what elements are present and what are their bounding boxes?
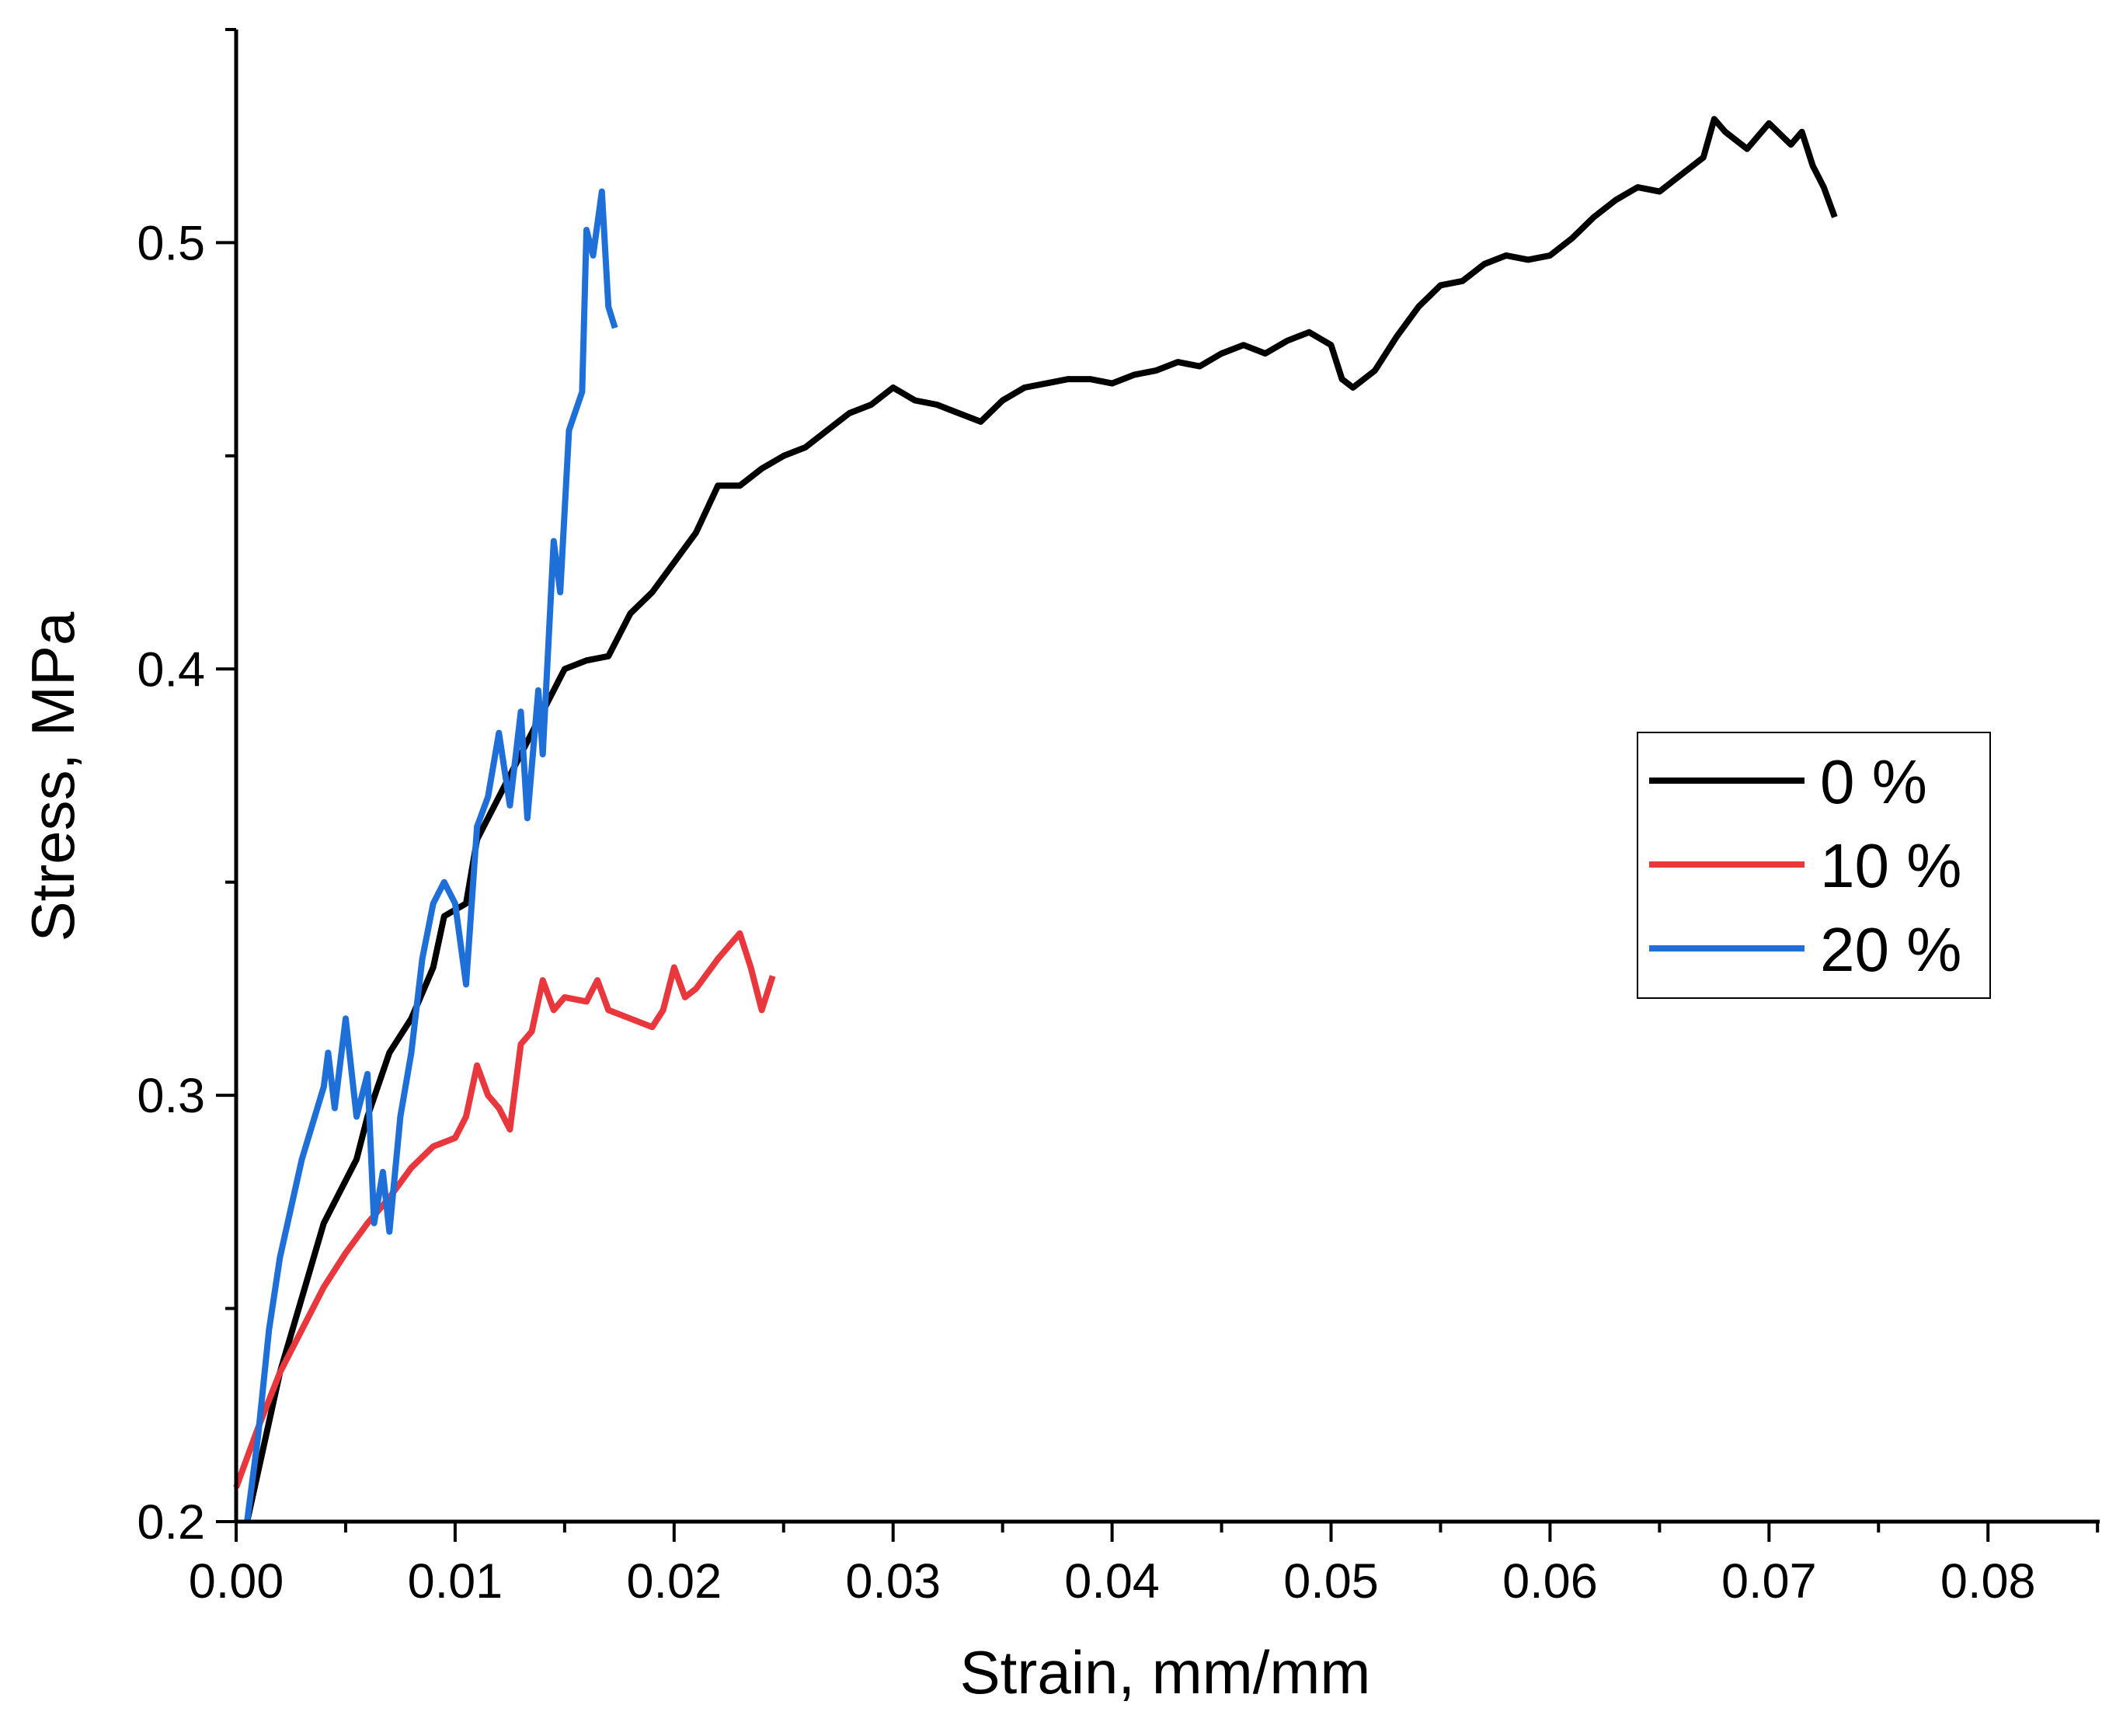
- x-tick-label: 0.03: [845, 1554, 941, 1609]
- y-tick-label: 0.4: [137, 642, 205, 697]
- legend-label: 10 %: [1820, 831, 1961, 900]
- x-tick-label: 0.01: [408, 1554, 503, 1609]
- x-tick-label: 0.05: [1283, 1554, 1379, 1609]
- x-tick-label: 0.06: [1502, 1554, 1598, 1609]
- x-tick-label: 0.00: [189, 1554, 284, 1609]
- y-tick-label: 0.5: [137, 216, 205, 270]
- x-tick-label: 0.04: [1064, 1554, 1160, 1609]
- data-line: [233, 930, 776, 1489]
- legend-label: 20 %: [1820, 915, 1961, 984]
- x-tick-label: 0.07: [1721, 1554, 1817, 1609]
- x-tick-label: 0.08: [1940, 1554, 2036, 1609]
- data-line: [244, 188, 618, 1522]
- data-line: [244, 116, 1838, 1522]
- x-tick-label: 0.02: [626, 1554, 722, 1609]
- y-tick-label: 0.2: [137, 1495, 205, 1550]
- x-axis-title: Strain, mm/mm: [960, 1638, 1371, 1706]
- y-axis-title: Stress, MPa: [19, 611, 87, 941]
- y-tick-label: 0.3: [137, 1069, 205, 1123]
- legend-label: 0 %: [1820, 747, 1927, 816]
